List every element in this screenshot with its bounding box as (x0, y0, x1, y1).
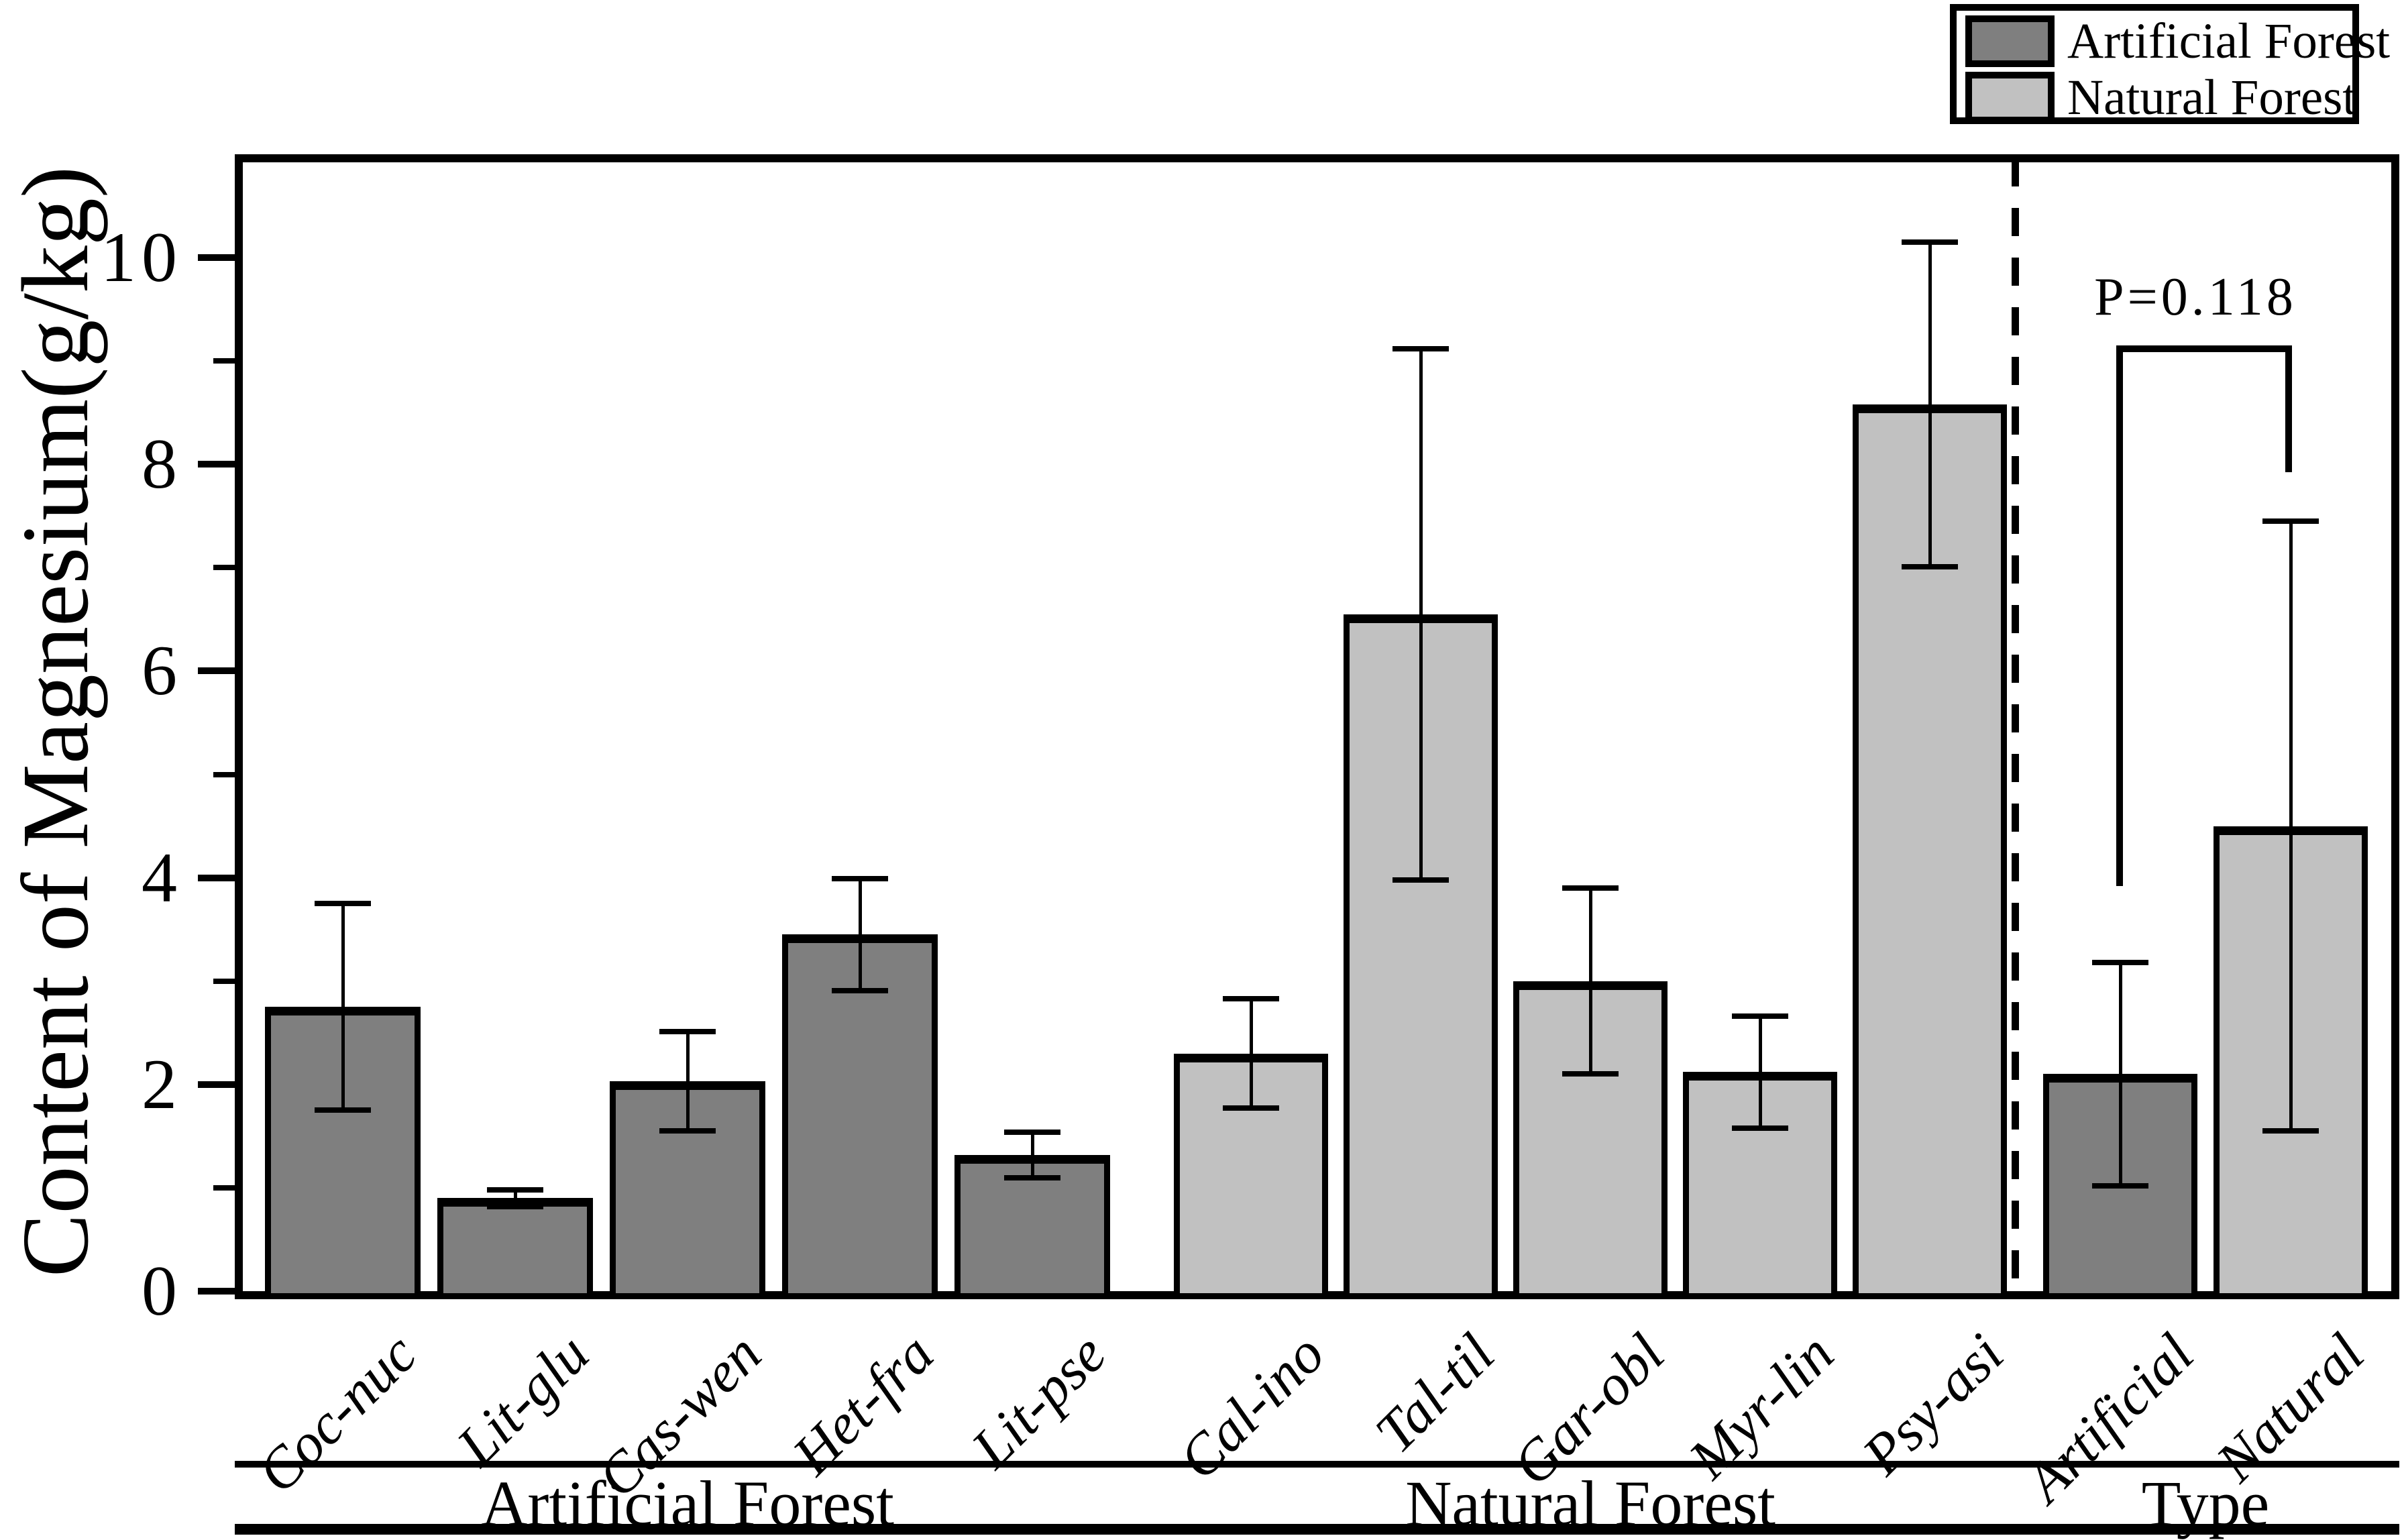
error-bar-Psy-asi (1928, 241, 1932, 567)
error-bar-Coc-nuc (341, 903, 345, 1111)
error-cap-top-Coc-nuc (315, 901, 371, 907)
y-tick-label: 10 (101, 218, 182, 297)
x-tick-label-Lit-pse: Lit-pse (959, 1321, 1118, 1480)
error-cap-top-Lit-glu (487, 1187, 543, 1193)
y-tick-label: 4 (142, 838, 182, 917)
y-tick-label: 8 (142, 425, 182, 504)
legend: Artificial Forest Natural Forest (1950, 4, 2391, 125)
error-cap-top-Gar-obl (1562, 885, 1619, 891)
error-cap-bottom-Natural (2262, 1128, 2319, 1134)
p-value-annotation: P=0.118 (2094, 268, 2297, 327)
bar-Het-fra (782, 934, 938, 1299)
error-cap-top-Cal-ino (1223, 995, 1279, 1001)
significance-bracket-right-arm (2285, 345, 2292, 472)
error-cap-top-Het-fra (832, 876, 888, 882)
error-bar-Gar-obl (1588, 888, 1592, 1075)
x-tick-label-Lit-glu: Lit-glu (444, 1321, 601, 1478)
panel-divider-dashed-line (2012, 158, 2019, 1291)
error-bar-Natural (2289, 521, 2293, 1132)
error-bar-Artificial (2118, 962, 2122, 1186)
error-cap-top-Tal-til (1392, 345, 1449, 351)
error-cap-bottom-Cal-ino (1223, 1105, 1279, 1111)
error-bar-Tal-til (1419, 348, 1423, 880)
error-cap-bottom-Lit-pse (1004, 1174, 1060, 1180)
error-bar-Myr-lin (1758, 1016, 1762, 1128)
error-bar-Lit-glu (513, 1189, 517, 1207)
x-tick-label-Coc-nuc: Coc-nuc (244, 1321, 429, 1505)
error-bar-Cas-wen (686, 1032, 690, 1132)
legend-swatch-artificial-forest (1965, 15, 2055, 67)
y-minor-tick (213, 565, 235, 571)
y-major-tick (198, 254, 235, 262)
y-minor-tick (213, 1185, 235, 1191)
y-major-tick (198, 667, 235, 675)
axis-spine-top (235, 154, 2399, 162)
y-tick-label: 2 (142, 1044, 182, 1123)
group-separator-line (235, 1461, 2399, 1468)
error-cap-bottom-Myr-lin (1732, 1125, 1788, 1131)
y-major-tick (198, 1081, 235, 1088)
error-cap-bottom-Coc-nuc (315, 1107, 371, 1113)
error-cap-bottom-Tal-til (1392, 877, 1449, 883)
y-minor-tick (213, 771, 235, 777)
bottom-border-line (235, 1524, 2399, 1535)
y-major-tick (198, 461, 235, 468)
error-cap-top-Myr-lin (1732, 1013, 1788, 1020)
y-tick-label: 0 (142, 1252, 182, 1330)
error-cap-bottom-Artificial (2092, 1182, 2148, 1189)
axis-spine-left (235, 154, 243, 1299)
x-tick-label-Tal-til: Tal-til (1362, 1321, 1507, 1466)
error-cap-top-Natural (2262, 518, 2319, 525)
bar-Cal-ino (1174, 1053, 1328, 1299)
y-tick-label: 6 (142, 631, 182, 710)
error-bar-Lit-pse (1030, 1132, 1034, 1178)
y-major-tick (198, 874, 235, 881)
error-bar-Cal-ino (1249, 998, 1253, 1109)
error-cap-bottom-Het-fra (832, 987, 888, 993)
significance-bracket-left-arm (2116, 345, 2123, 886)
y-minor-tick (213, 978, 235, 984)
significance-bracket-top (2116, 345, 2292, 352)
error-cap-bottom-Gar-obl (1562, 1071, 1619, 1077)
bar-Lit-glu (437, 1198, 593, 1299)
error-cap-bottom-Psy-asi (1902, 563, 1958, 569)
legend-swatch-natural-forest (1965, 72, 2055, 123)
y-minor-tick (213, 358, 235, 364)
error-bar-Het-fra (858, 879, 862, 991)
axis-spine-right (2391, 154, 2399, 1299)
error-cap-bottom-Lit-glu (487, 1203, 543, 1209)
legend-label-artificial-forest: Artificial Forest (2067, 13, 2391, 69)
y-major-tick (198, 1288, 235, 1295)
error-cap-top-Cas-wen (659, 1029, 716, 1035)
error-cap-top-Psy-asi (1902, 239, 1958, 245)
error-cap-top-Artificial (2092, 959, 2148, 965)
legend-label-natural-forest: Natural Forest (2067, 70, 2357, 125)
error-cap-bottom-Cas-wen (659, 1128, 716, 1134)
error-cap-top-Lit-pse (1004, 1129, 1060, 1135)
